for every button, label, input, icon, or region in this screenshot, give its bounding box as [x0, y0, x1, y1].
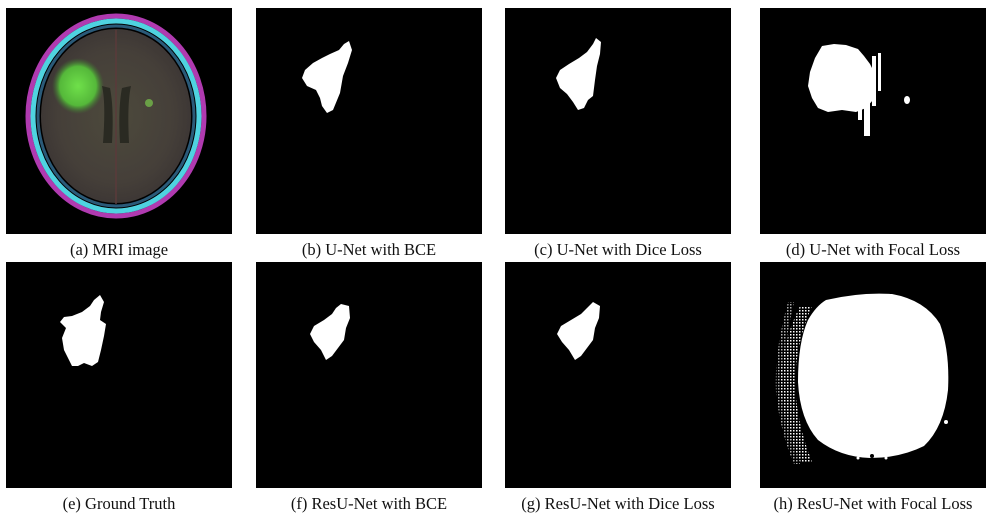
mask-resunet-bce — [256, 262, 482, 488]
mask-unet-focal — [760, 8, 986, 234]
segmentation-mask — [310, 304, 350, 360]
mask-unet-bce — [256, 8, 482, 234]
caption-c: (c) U-Net with Dice Loss — [534, 240, 702, 259]
caption-a: (a) MRI image — [69, 240, 169, 259]
segmentation-mask — [60, 295, 106, 366]
caption-f: (f) ResU-Net with BCE — [290, 494, 448, 513]
caption-g: (g) ResU-Net with Dice Loss — [521, 494, 715, 513]
mask-resunet-dice — [505, 262, 731, 488]
mri-image — [6, 8, 232, 234]
mri-brain-scan — [6, 8, 232, 234]
segmentation-mask — [556, 38, 601, 110]
mask-resunet-focal — [760, 262, 986, 488]
mask-unet-dice — [505, 8, 731, 234]
segmentation-mask — [302, 41, 352, 113]
caption-d: (d) U-Net with Focal Loss — [785, 240, 961, 259]
caption-b: (b) U-Net with BCE — [301, 240, 437, 259]
caption-h: (h) ResU-Net with Focal Loss — [773, 494, 973, 513]
segmentation-mask — [775, 293, 949, 464]
segmentation-mask — [557, 302, 600, 360]
mask-ground-truth — [6, 262, 232, 488]
caption-e: (e) Ground Truth — [62, 494, 176, 513]
segmentation-mask — [808, 44, 910, 136]
